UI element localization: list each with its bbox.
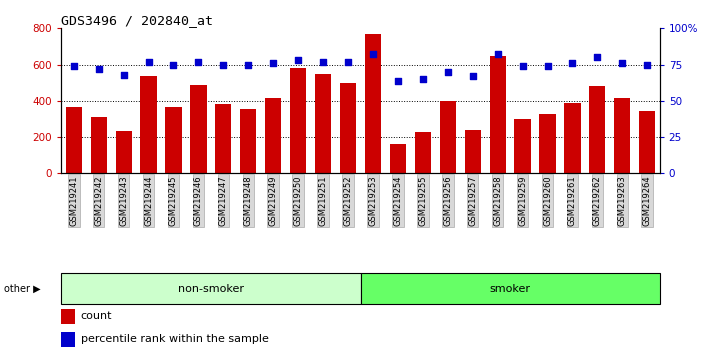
Text: count: count	[81, 312, 112, 321]
Bar	[115, 131, 132, 173]
FancyBboxPatch shape	[61, 273, 360, 304]
Text: GSM219260: GSM219260	[543, 176, 552, 226]
Text: GSM219258: GSM219258	[493, 176, 502, 226]
Text: non-smoker: non-smoker	[178, 284, 244, 293]
Text: GSM219261: GSM219261	[568, 176, 577, 226]
Point	[392, 78, 404, 84]
Bar	[365, 34, 381, 173]
Bar	[464, 130, 481, 173]
Text: GSM219254: GSM219254	[394, 176, 402, 226]
Bar	[66, 107, 82, 173]
Text: GSM219250: GSM219250	[293, 176, 303, 226]
Text: GSM219243: GSM219243	[119, 176, 128, 226]
Bar	[589, 86, 606, 173]
Bar	[190, 85, 206, 173]
FancyBboxPatch shape	[360, 273, 660, 304]
Bar	[240, 109, 257, 173]
Point	[267, 60, 279, 66]
Bar	[390, 143, 406, 173]
Text: GDS3496 / 202840_at: GDS3496 / 202840_at	[61, 14, 213, 27]
Text: GSM219257: GSM219257	[468, 176, 477, 226]
Text: GSM219251: GSM219251	[319, 176, 327, 226]
Text: GSM219247: GSM219247	[219, 176, 228, 226]
Text: GSM219252: GSM219252	[343, 176, 353, 226]
Bar	[290, 68, 306, 173]
Text: GSM219245: GSM219245	[169, 176, 178, 226]
Point	[242, 62, 254, 68]
Text: GSM219241: GSM219241	[69, 176, 79, 226]
Text: GSM219242: GSM219242	[94, 176, 103, 226]
Point	[367, 52, 379, 57]
Bar	[490, 56, 505, 173]
Point	[492, 52, 503, 57]
Text: GSM219244: GSM219244	[144, 176, 153, 226]
Text: percentile rank within the sample: percentile rank within the sample	[81, 335, 269, 344]
Point	[68, 63, 79, 69]
Point	[293, 57, 304, 63]
Point	[592, 55, 603, 60]
Bar	[91, 117, 107, 173]
Bar	[614, 98, 630, 173]
Point	[193, 59, 204, 64]
Bar	[61, 332, 75, 347]
Point	[442, 69, 454, 75]
Bar	[440, 101, 456, 173]
Point	[567, 60, 578, 66]
Point	[218, 62, 229, 68]
Bar	[639, 111, 655, 173]
Point	[467, 73, 479, 79]
Bar	[265, 98, 281, 173]
Text: GSM219249: GSM219249	[269, 176, 278, 226]
Point	[168, 62, 180, 68]
Point	[616, 60, 628, 66]
Text: GSM219253: GSM219253	[368, 176, 378, 226]
Text: GSM219262: GSM219262	[593, 176, 602, 226]
Bar	[216, 104, 231, 173]
Point	[317, 59, 329, 64]
Text: GSM219256: GSM219256	[443, 176, 452, 226]
Bar	[340, 83, 356, 173]
Bar	[415, 132, 431, 173]
Text: smoker: smoker	[490, 284, 531, 293]
Text: GSM219259: GSM219259	[518, 176, 527, 226]
Point	[143, 59, 154, 64]
Bar	[315, 74, 331, 173]
Point	[541, 63, 553, 69]
Bar	[539, 114, 556, 173]
Point	[642, 62, 653, 68]
Point	[118, 72, 129, 78]
Bar	[565, 103, 580, 173]
Text: other ▶: other ▶	[4, 284, 40, 293]
Text: GSM219264: GSM219264	[642, 176, 652, 226]
Text: GSM219263: GSM219263	[618, 176, 627, 226]
Bar	[61, 309, 75, 324]
Point	[342, 59, 354, 64]
Point	[93, 66, 105, 72]
Bar	[515, 119, 531, 173]
Text: GSM219248: GSM219248	[244, 176, 253, 226]
Text: GSM219246: GSM219246	[194, 176, 203, 226]
Point	[417, 76, 428, 82]
Bar	[165, 107, 182, 173]
Point	[517, 63, 528, 69]
Text: GSM219255: GSM219255	[418, 176, 428, 226]
Bar	[141, 76, 156, 173]
